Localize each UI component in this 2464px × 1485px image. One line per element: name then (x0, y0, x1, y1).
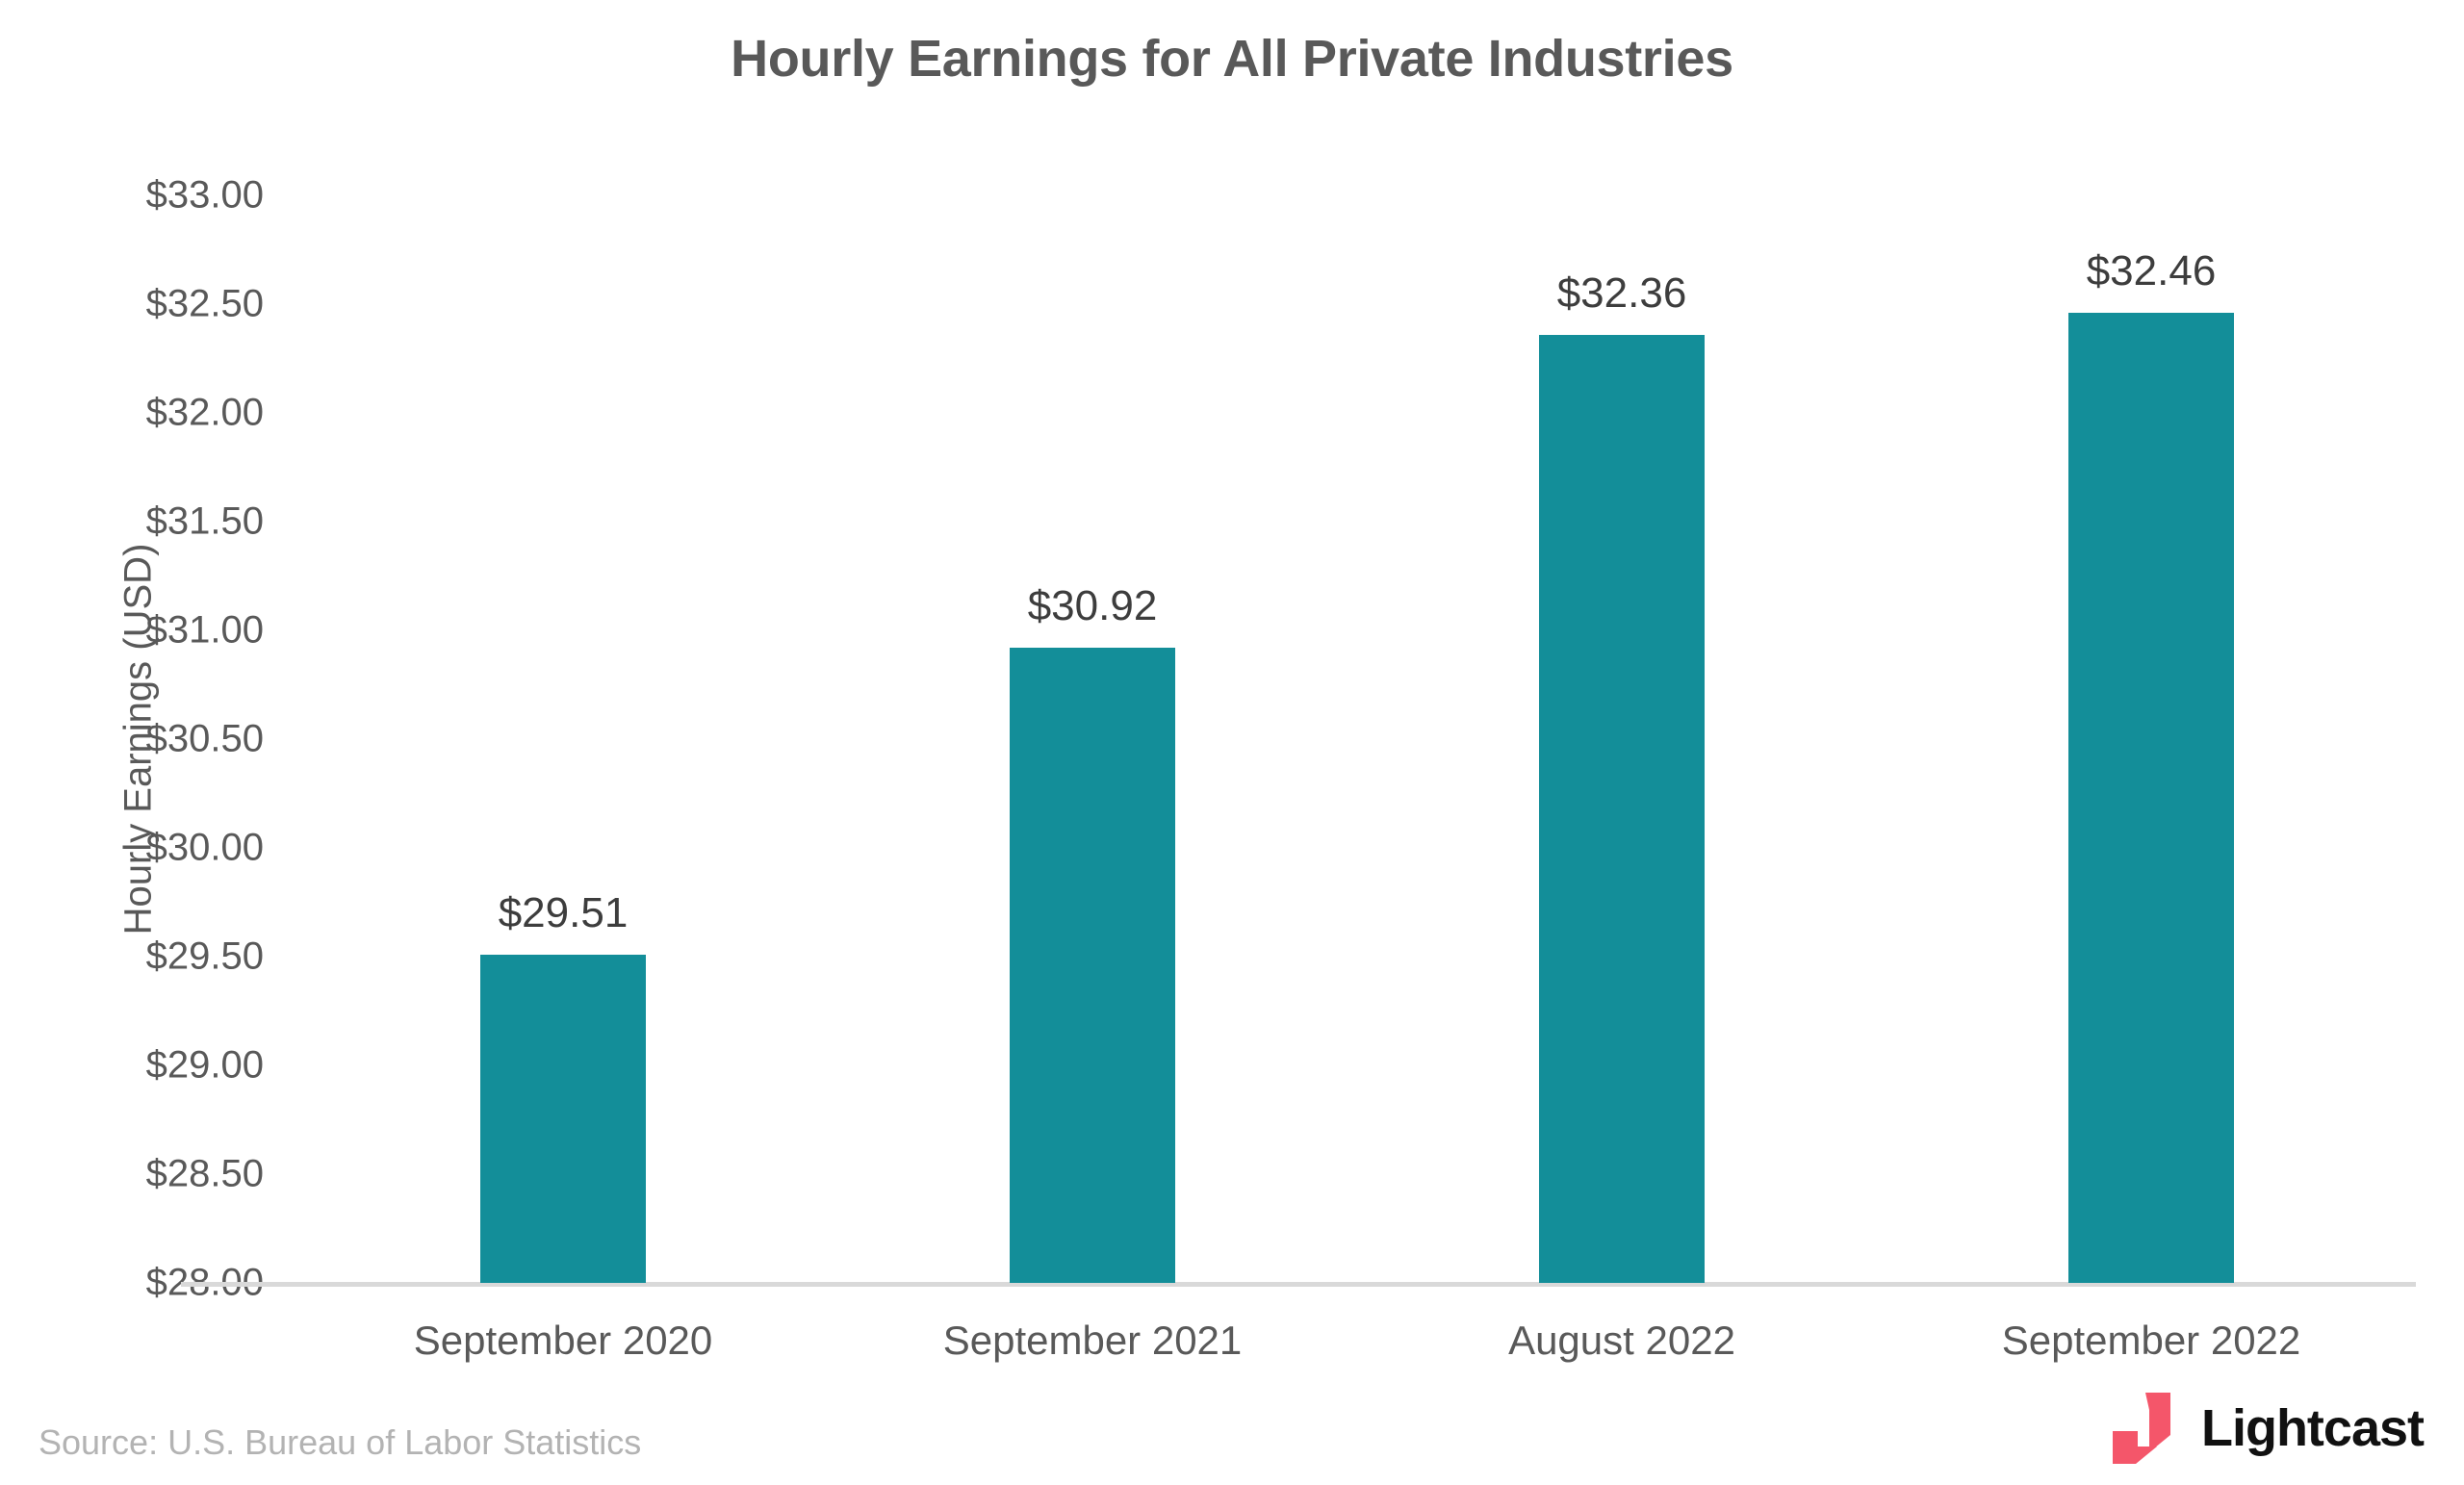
bar[interactable] (480, 954, 646, 1283)
y-axis-tick-label: $31.50 (145, 499, 264, 543)
bar-value-label: $32.46 (2086, 247, 2217, 295)
y-axis-tick-label: $32.00 (145, 391, 264, 434)
y-axis-tick-label: $28.50 (145, 1152, 264, 1195)
bar[interactable] (1539, 334, 1705, 1283)
x-axis-category-label: September 2020 (413, 1318, 713, 1363)
x-axis-category-label: August 2022 (1508, 1318, 1735, 1363)
bar[interactable] (2068, 313, 2234, 1283)
x-axis-category-label: September 2021 (942, 1318, 1243, 1363)
brand-name: Lightcast (2200, 1399, 2425, 1457)
x-axis-line (181, 1282, 2416, 1287)
y-axis-tick-label: $31.00 (145, 608, 264, 652)
y-axis-tick-label: $29.50 (145, 935, 264, 978)
bar-group[interactable]: $32.36 August 2022 (1357, 195, 1886, 1363)
brand-logo: Lightcast (2111, 1393, 2425, 1464)
lightcast-mark-icon (2112, 1393, 2170, 1464)
source-note: Source: U.S. Bureau of Labor Statistics (38, 1422, 642, 1462)
plot-area: Hourly Earnings (USD) $28.00 $28.50 $29.00… (117, 174, 2416, 1363)
bar-value-label: $30.92 (1027, 582, 1158, 630)
y-axis-tick-label: $30.50 (145, 717, 264, 760)
y-axis-tick-label: $32.50 (145, 282, 264, 325)
page-title: Hourly Earnings for All Private Industri… (731, 30, 1733, 88)
y-axis-tick-label: $30.00 (145, 826, 264, 869)
bar[interactable] (1010, 648, 1175, 1283)
y-axis-tick-labels: $28.00 $28.50 $29.00 $29.50 $30.00 $30.50 $31.… (146, 174, 2416, 1304)
bar-value-label: $29.51 (498, 888, 629, 936)
bar-series: $29.51 September 2020 $30.92 September 2021… (298, 195, 2416, 1363)
bar-group[interactable]: $29.51 September 2020 (298, 195, 828, 1363)
x-axis-category-label: September 2022 (2001, 1318, 2301, 1363)
bar-group[interactable]: $32.46 September 2022 (1886, 195, 2416, 1363)
bar-value-label: $32.36 (1556, 269, 1687, 317)
y-axis-tick-label: $33.00 (145, 173, 264, 217)
bar-group[interactable]: $30.92 September 2021 (828, 195, 1357, 1363)
y-axis-tick-label: $29.00 (145, 1043, 264, 1087)
